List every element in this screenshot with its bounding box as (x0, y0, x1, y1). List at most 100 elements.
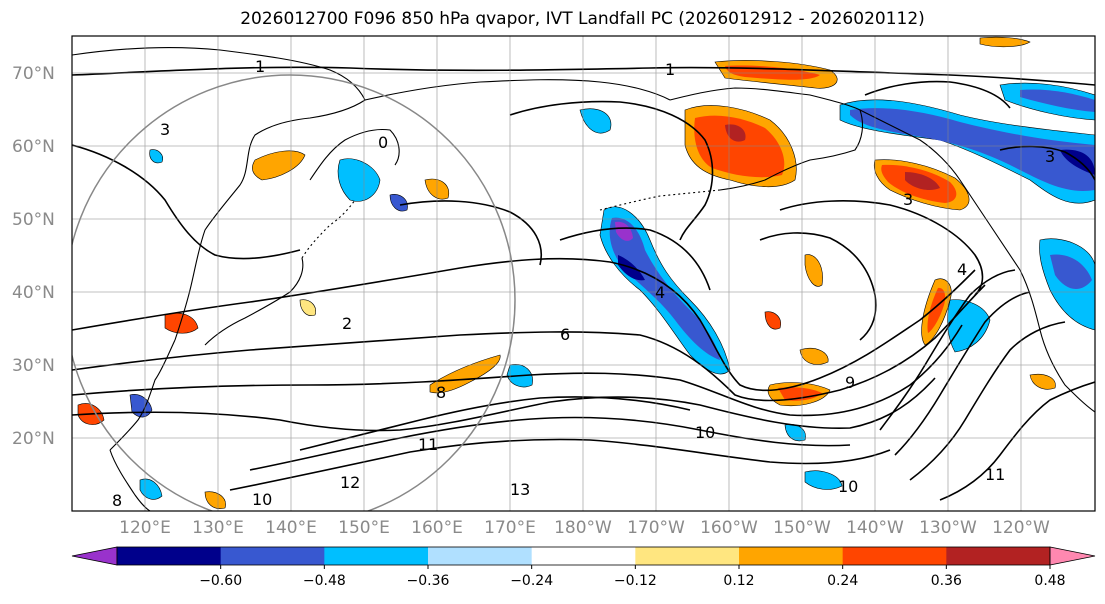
contour-label: 10 (252, 490, 272, 509)
anomaly-blob-south-2 (1029, 373, 1056, 390)
lat-label: 20°N (12, 429, 55, 449)
contour-label: 4 (655, 283, 665, 302)
colorbar-box (324, 547, 429, 565)
anomaly-blob-small-1 (149, 149, 163, 164)
anomaly-blob-south-1 (204, 491, 226, 509)
contour-line (759, 232, 877, 341)
contour-line (879, 269, 1016, 431)
coastline-japan (204, 257, 304, 346)
lon-label: 150°E (338, 518, 390, 538)
contour-label: 3 (903, 190, 913, 209)
anomaly-blob-mid2 (764, 311, 781, 330)
contour-label: 11 (985, 465, 1005, 484)
contour-line (999, 145, 1095, 181)
colorbar: −0.60 −0.48 −0.36 −0.24 −0.12 0.12 0.24 0.36 0.4… (71, 546, 1096, 589)
colorbar-extend-max (1049, 546, 1096, 566)
contour-labels: 1 1 2 3 3 3 0 4 6 8 10 10 11 11 12 13 10… (112, 57, 1055, 510)
lon-label: 140°E (265, 518, 317, 538)
colorbar-tick-label: −0.48 (303, 573, 346, 589)
coastline-kamchatka (309, 128, 400, 181)
lon-label: 140°W (846, 518, 904, 538)
anomaly-blob-subtropic-inner (778, 387, 822, 401)
lat-label: 30°N (12, 356, 55, 376)
contour-label: 12 (340, 473, 360, 492)
anomaly-blob-bering (579, 108, 612, 134)
anomaly-blob-tropical-west (129, 394, 153, 418)
colorbar-box (220, 547, 325, 565)
longitude-labels: 120°E 130°E 140°E 150°E 160°E 170°E 180°… (119, 518, 1050, 538)
coastline-alaska (669, 87, 864, 191)
contour-label: 13 (510, 480, 530, 499)
contour-line (72, 257, 976, 392)
colorbar-box (531, 547, 636, 565)
anomaly-blob-alaska-core (725, 124, 746, 142)
lon-label: 170°E (484, 518, 536, 538)
anomaly-blob-mid3 (799, 348, 829, 365)
anomaly-blob-west-coast-inner (1050, 254, 1092, 290)
anomaly-blob-north-top (979, 36, 1031, 48)
contour-line (559, 227, 711, 291)
colorbar-box (842, 547, 947, 565)
contour-line (72, 324, 963, 417)
colorbar-border (116, 546, 1051, 566)
anomaly-blob-central-pacific-inner (609, 217, 720, 360)
colorbar-tick-label: 0.48 (1034, 573, 1065, 589)
anomaly-blob-jet (429, 354, 501, 394)
lon-label: 170°W (627, 518, 685, 538)
lon-label: 150°W (773, 518, 831, 538)
colorbar-ticks: −0.60 −0.48 −0.36 −0.24 −0.12 0.12 0.24 0.36 0.4… (199, 565, 1066, 589)
anomaly-blob-coast-band-inner (927, 287, 946, 333)
contour-line (299, 396, 691, 451)
contour-label: 10 (695, 423, 715, 442)
contour-label: 11 (418, 435, 438, 454)
colorbar-box (946, 547, 1051, 565)
contour-label: 6 (560, 325, 570, 344)
contour-line (939, 381, 1095, 501)
lon-label: 180°W (554, 518, 612, 538)
colorbar-tick-label: 0.36 (931, 573, 962, 589)
colorbar-boxes (71, 546, 1096, 566)
colorbar-tick-label: −0.12 (614, 573, 657, 589)
anomaly-blob-south-3 (299, 299, 316, 316)
coastline-philippines (109, 449, 151, 511)
contour-label: 9 (845, 373, 855, 392)
contour-label: 1 (255, 57, 265, 76)
contour-label: 0 (378, 133, 388, 152)
contour-label: 4 (957, 260, 967, 279)
map-layers: 1 1 2 3 3 3 0 4 6 8 10 10 11 11 12 13 10… (72, 36, 1095, 511)
anomaly-blob-tropical-east (804, 470, 843, 490)
anomaly-blob-japan (164, 312, 199, 334)
lon-label: 160°E (411, 518, 463, 538)
latitude-labels: 70°N 60°N 50°N 40°N 30°N 20°N (12, 64, 55, 449)
lon-label: 130°W (919, 518, 977, 538)
coastlines (72, 46, 1095, 511)
colorbar-tick-label: −0.60 (199, 573, 242, 589)
contour-line (72, 284, 986, 402)
contour-line (72, 144, 301, 260)
coastline-korea (109, 339, 176, 451)
anomaly-blob-north-east-inner (1020, 89, 1095, 112)
contour-label: 8 (436, 383, 446, 402)
coastline-north-america (1019, 269, 1095, 413)
anomaly-blob-mid1 (804, 254, 823, 287)
colorbar-box (428, 547, 533, 565)
anomaly-blob-small-2 (389, 194, 408, 212)
map-title: 2026012700 F096 850 hPa qvapor, IVT Land… (240, 9, 925, 29)
contour-label: 10 (838, 477, 858, 496)
ivt-contours (72, 66, 1095, 501)
coastline-siberia-north (364, 79, 671, 101)
colorbar-tick-label: 0.24 (827, 573, 858, 589)
lat-label: 50°N (12, 210, 55, 230)
lon-label: 160°W (700, 518, 758, 538)
contour-line (72, 377, 936, 432)
colorbar-extend-min (71, 546, 118, 566)
anomaly-blob-gulf-alaska-inner (850, 108, 1095, 191)
colorbar-tick-label: 0.12 (723, 573, 754, 589)
contour-line (864, 80, 1011, 109)
coastline-asia (72, 46, 366, 341)
anomaly-blob-central-pacific-core (615, 221, 633, 241)
colorbar-tick-label: −0.24 (510, 573, 553, 589)
contour-line (509, 100, 714, 241)
coastline-aleutians (599, 189, 721, 211)
